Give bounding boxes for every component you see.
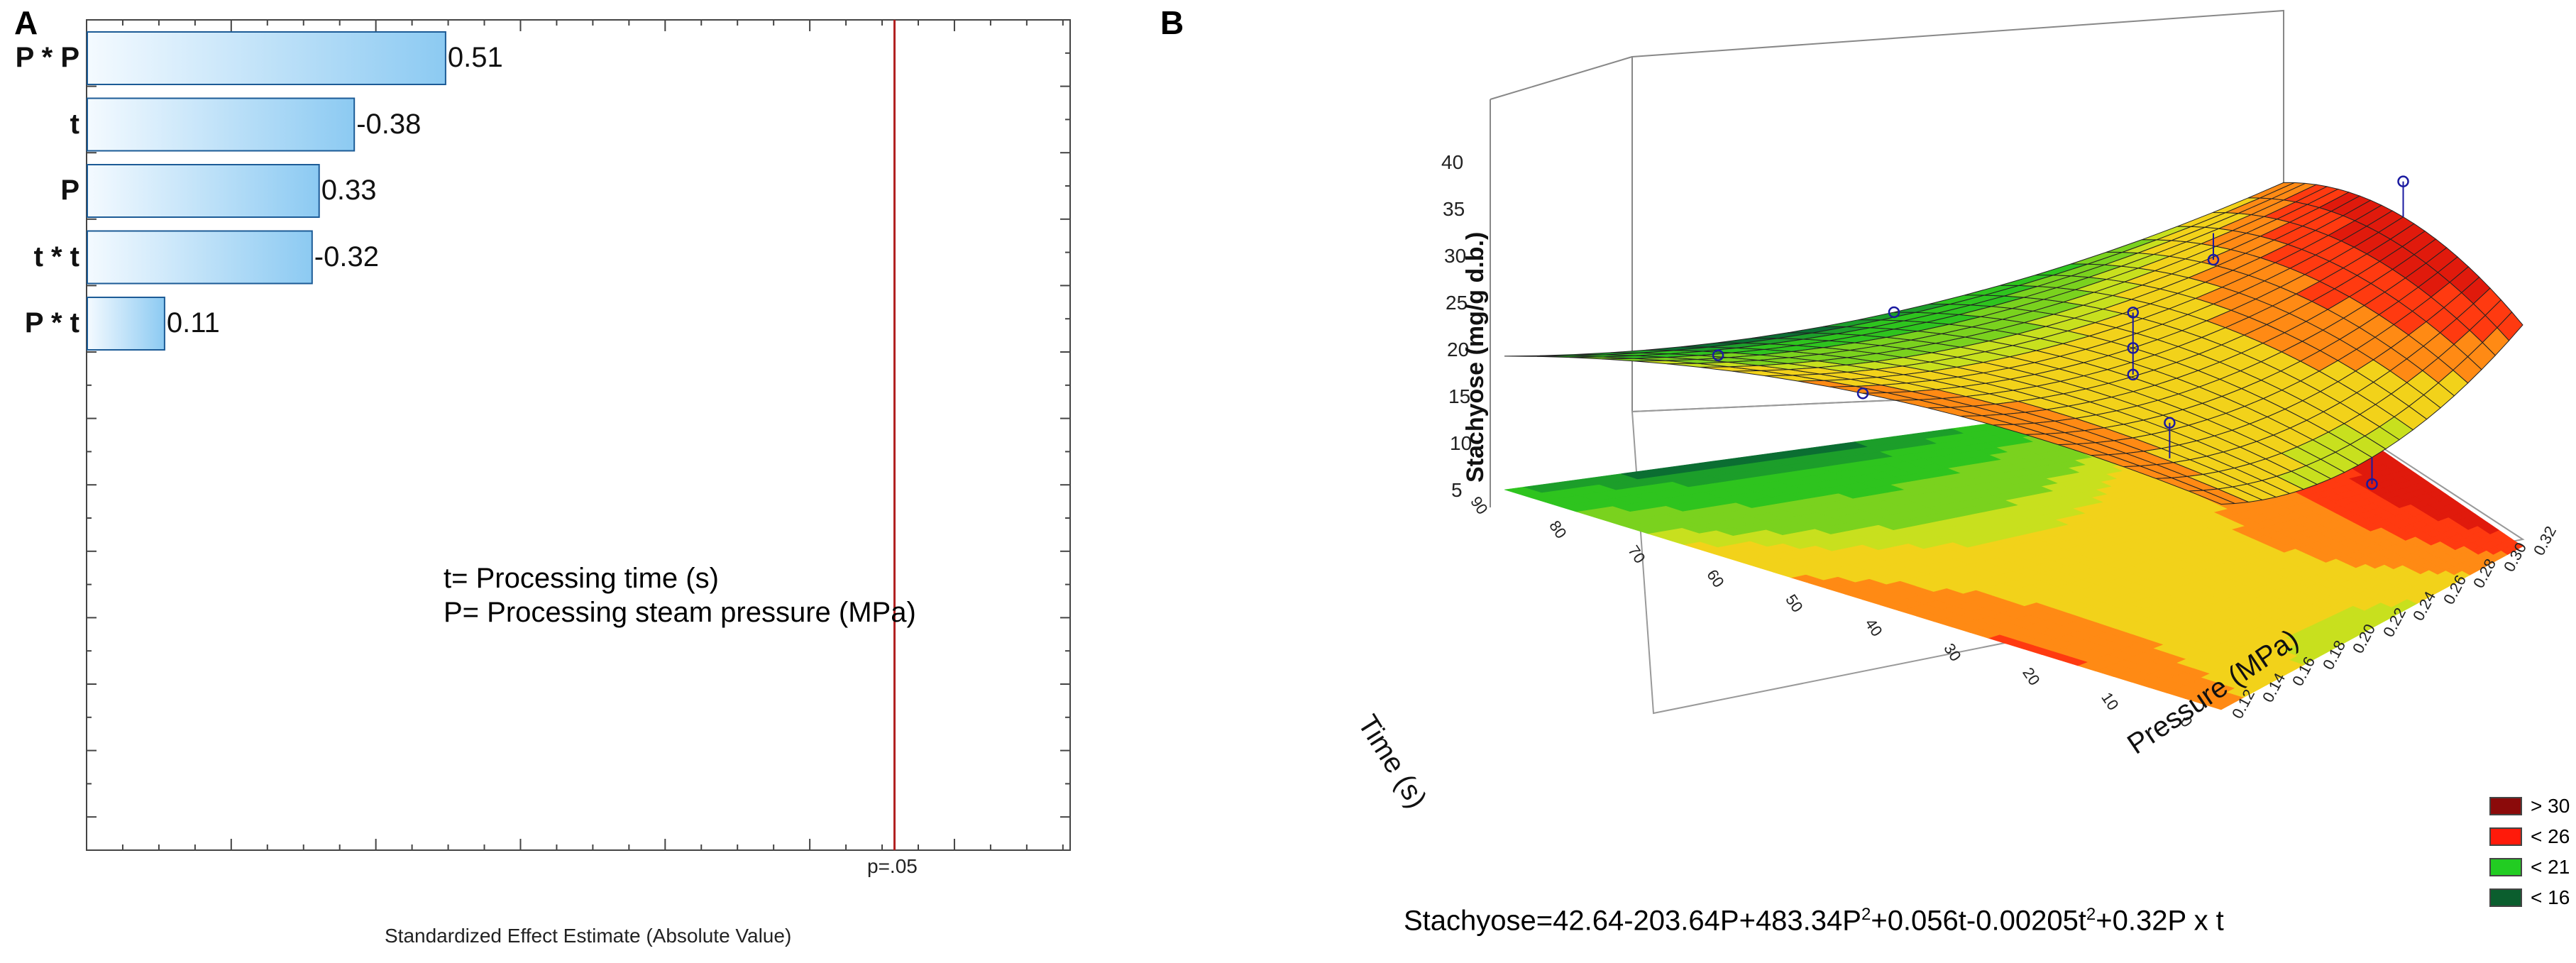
design-point [2207, 253, 2220, 266]
surface-cell [2497, 312, 2523, 341]
legend-swatch [2489, 797, 2522, 815]
eq-sup-2: 2 [2086, 905, 2096, 924]
legend-swatch [2489, 888, 2522, 907]
bar-p-t [87, 297, 165, 351]
legend-time: t= Processing time (s) [444, 563, 719, 594]
eq-part-1: Stachyose=42.64-203.64P+483.34P [1404, 905, 1861, 937]
z-tick-label: 20 [1447, 339, 1470, 361]
bar-t-t [87, 230, 313, 285]
panel-a-letter: A [14, 4, 38, 41]
design-point [2127, 307, 2139, 319]
legend-label: < 21 [2531, 856, 2570, 878]
category-label: P * t [24, 307, 79, 339]
value-label: -0.38 [356, 108, 422, 140]
design-point [1856, 387, 1869, 400]
design-point [2164, 417, 2176, 429]
eq-sup-1: 2 [1861, 905, 1871, 924]
legend-swatch [2489, 827, 2522, 846]
eq-part-3: +0.32P x t [2096, 905, 2224, 937]
category-label: P * P [15, 42, 79, 73]
bar-t [87, 97, 356, 152]
z-tick-label: 35 [1443, 198, 1465, 220]
design-point [1888, 306, 1900, 319]
surface-plot [1490, 9, 2525, 715]
threshold-label: p=.05 [867, 855, 918, 877]
design-point [2127, 368, 2139, 381]
z-tick-label: 25 [1446, 292, 1468, 314]
experimental-points [1712, 175, 2409, 490]
category-label: t [70, 108, 79, 140]
z-tick-label: 30 [1444, 245, 1467, 267]
bar-p-p [87, 31, 446, 85]
panel-b-letter: B [1160, 4, 1184, 41]
value-label: 0.11 [166, 307, 220, 339]
x-axis-label: Standardized Effect Estimate (Absolute V… [385, 925, 792, 947]
plot-frame [86, 19, 1071, 851]
pareto-chart [86, 19, 1071, 851]
legend-pressure: P= Processing steam pressure (MPa) [444, 597, 916, 628]
legend-item: < 21 [2489, 854, 2570, 880]
legend-label: < 26 [2531, 825, 2570, 847]
z-tick-label: 15 [1448, 385, 1471, 407]
design-point [2366, 478, 2378, 490]
value-label: 0.51 [447, 42, 503, 73]
regression-equation: Stachyose=42.64-203.64P+483.34P2+0.056t-… [1404, 905, 2224, 937]
design-point [2397, 175, 2409, 187]
z-tick-label: 5 [1451, 479, 1463, 501]
eq-part-2: +0.056t-0.00205t [1871, 905, 2086, 937]
z-axis-label: Stachyose (mg/g d.b.) [1462, 231, 1489, 483]
legend-swatch [2489, 858, 2522, 876]
legend-item: < 26 [2489, 824, 2570, 849]
z-tick-label: 40 [1441, 151, 1464, 173]
value-label: -0.32 [314, 241, 379, 273]
bar-p [87, 164, 320, 218]
legend-label: > 30 [2531, 795, 2570, 817]
category-label: P [60, 175, 79, 206]
z-tick-label: 10 [1450, 432, 1473, 454]
legend-item: > 30 [2489, 793, 2570, 819]
response-surface [1504, 182, 2523, 505]
legend-item: < 16 [2489, 885, 2570, 910]
legend-label: < 16 [2531, 886, 2570, 908]
category-label: t * t [33, 241, 79, 273]
design-point [1712, 349, 1724, 361]
value-label: 0.33 [321, 175, 377, 206]
